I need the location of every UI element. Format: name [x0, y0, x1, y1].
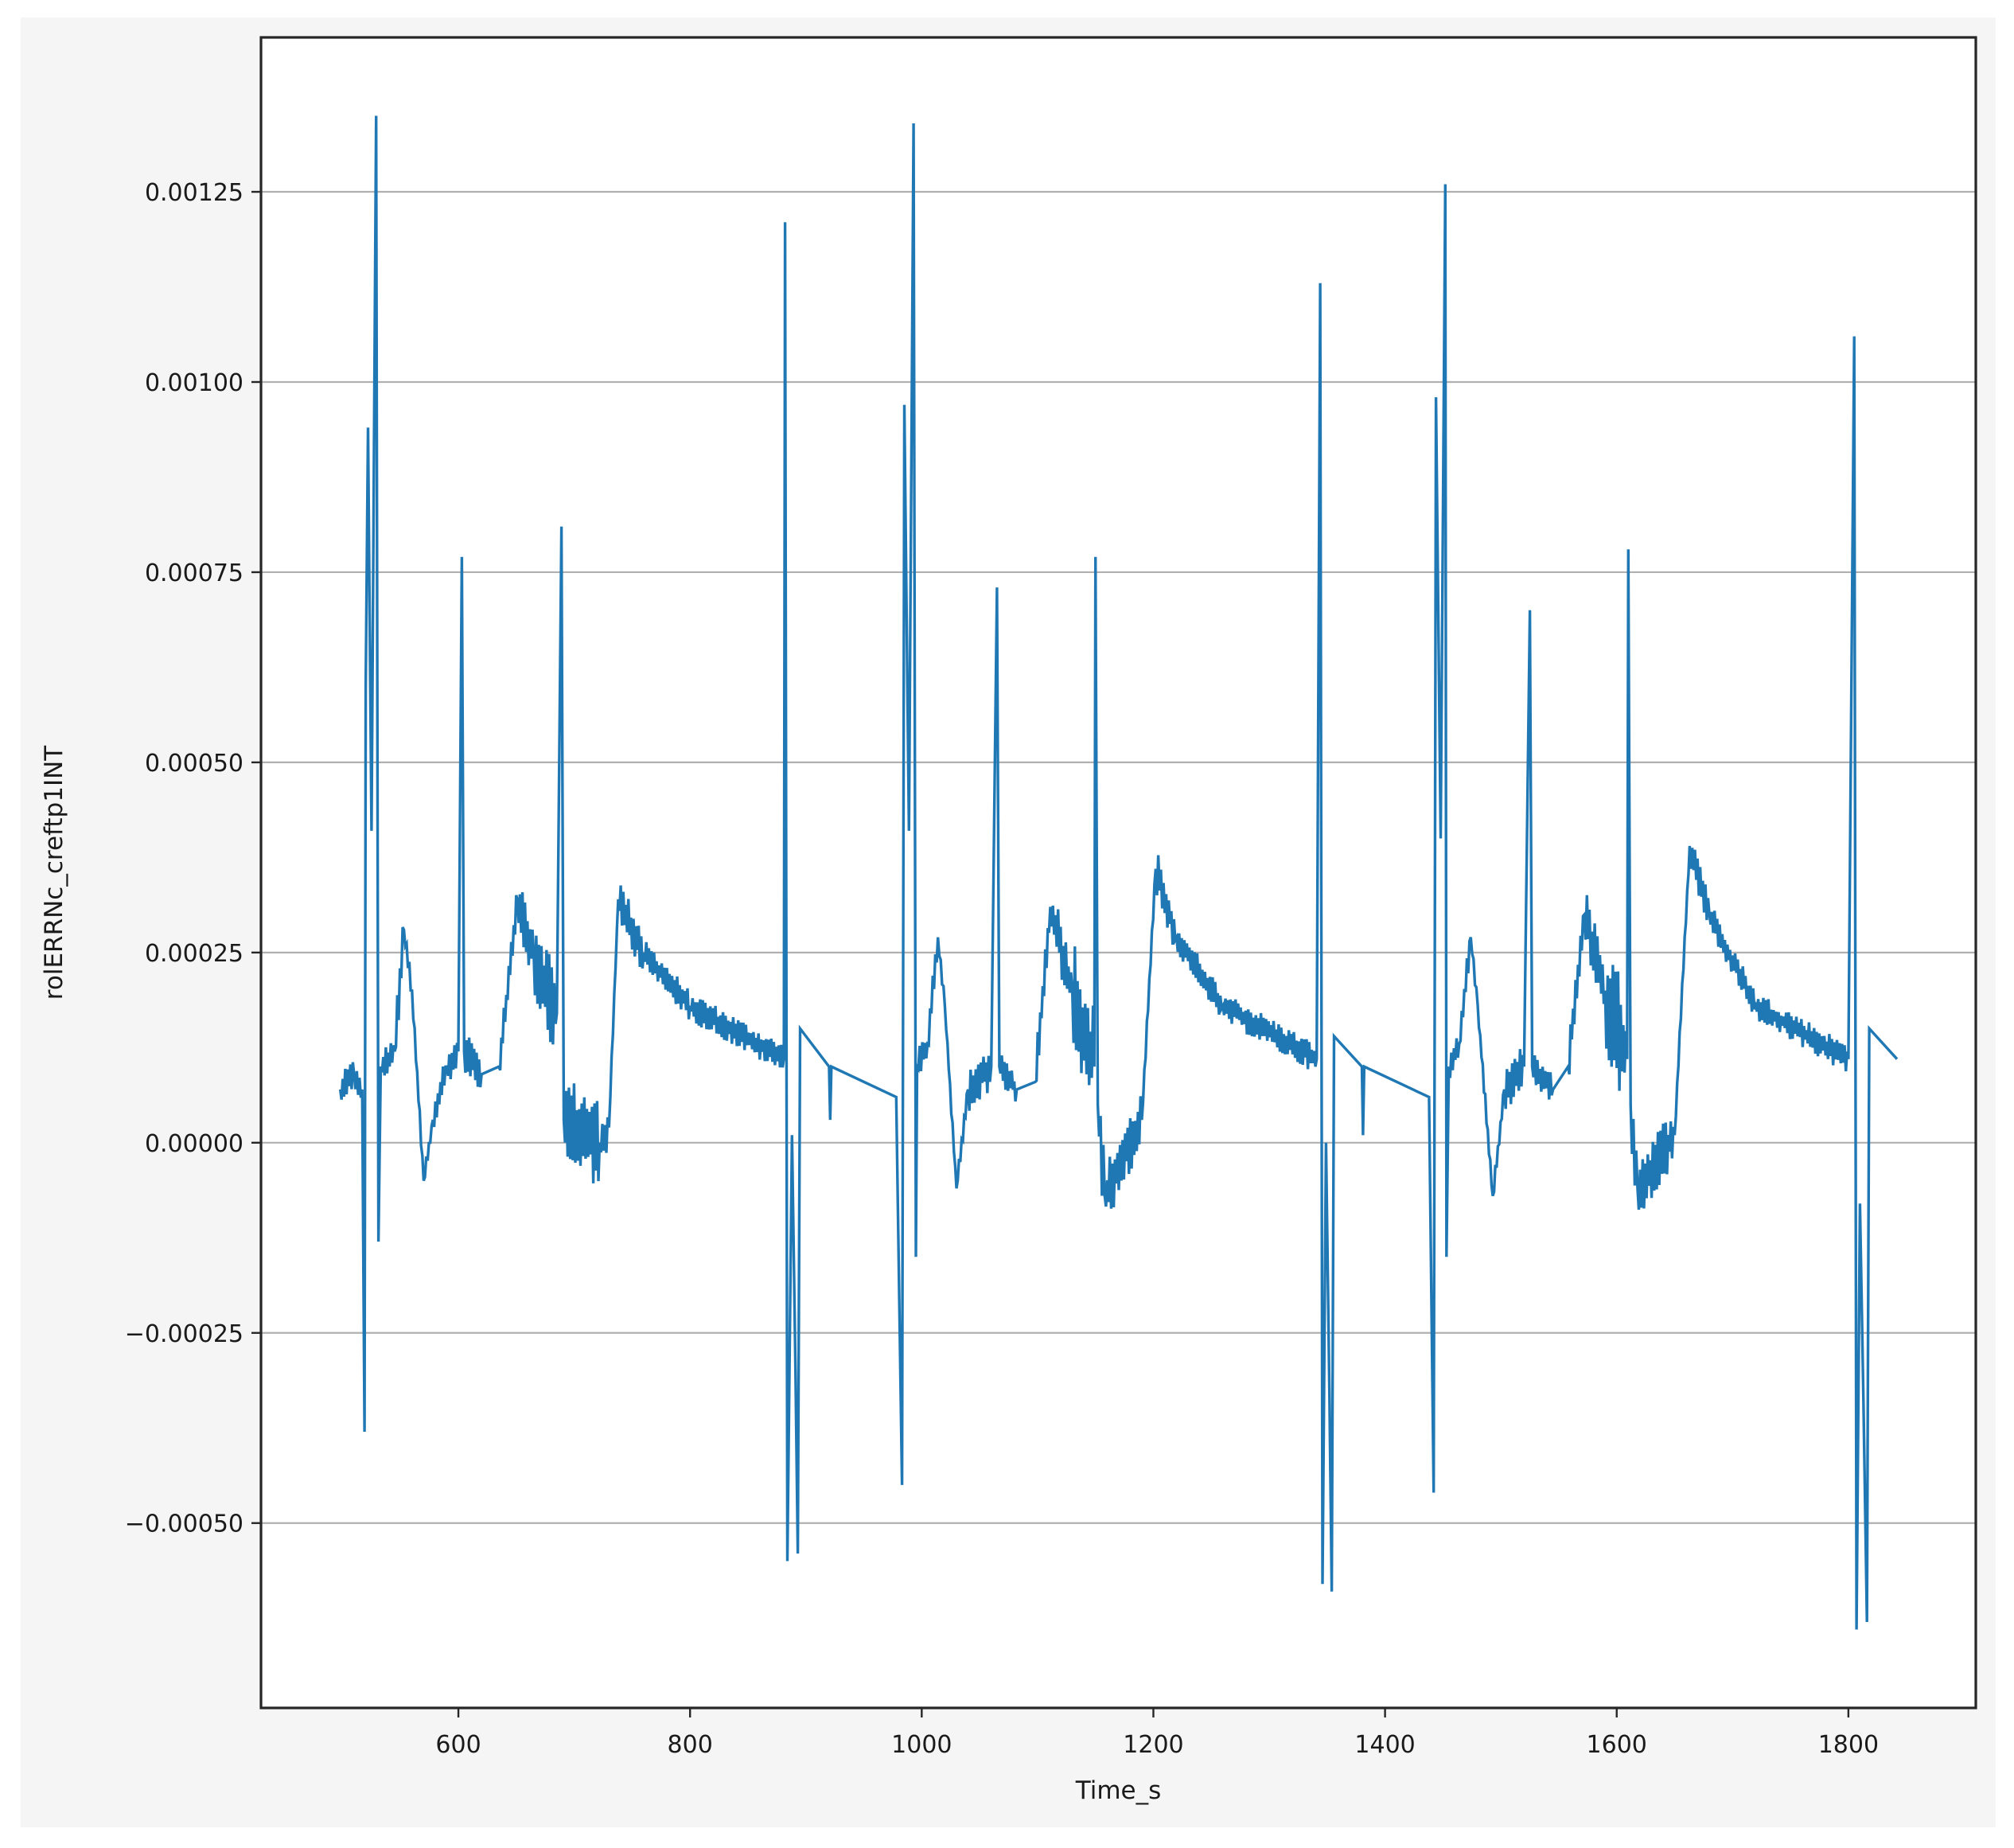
x-tick-label: 1200: [1123, 1731, 1183, 1759]
y-tick-label: 0.00025: [145, 940, 243, 968]
x-tick-label: 1000: [891, 1731, 952, 1759]
plot-area: [261, 37, 1976, 1708]
x-tick-label: 1400: [1354, 1731, 1415, 1759]
x-axis-label: Time_s: [1075, 1776, 1162, 1805]
x-tick-label: 800: [668, 1731, 713, 1759]
y-tick-label: −0.00050: [125, 1511, 243, 1538]
x-tick-label: 1800: [1818, 1731, 1879, 1759]
y-axis-label: rolERRNc_creftp1INT: [40, 745, 68, 1000]
y-tick-label: 0.00050: [145, 750, 243, 778]
y-tick-label: 0.00075: [145, 559, 243, 587]
y-tick-label: 0.00000: [145, 1130, 243, 1158]
x-axis-ticks: 600 800 1000 1200 1400 1600 1800: [435, 1708, 1879, 1759]
axes-frame: [259, 36, 1977, 1710]
x-tick-label: 600: [435, 1731, 481, 1759]
y-tick-label: −0.00025: [125, 1320, 243, 1348]
y-tick-label: 0.00125: [145, 179, 243, 207]
x-tick-label: 1600: [1587, 1731, 1647, 1759]
y-tick-label: 0.00100: [145, 369, 243, 397]
data-series-line: [338, 115, 1899, 1630]
y-axis-ticks: −0.00050 −0.00025 0.00000 0.00025 0.00050 0.0…: [125, 179, 261, 1538]
